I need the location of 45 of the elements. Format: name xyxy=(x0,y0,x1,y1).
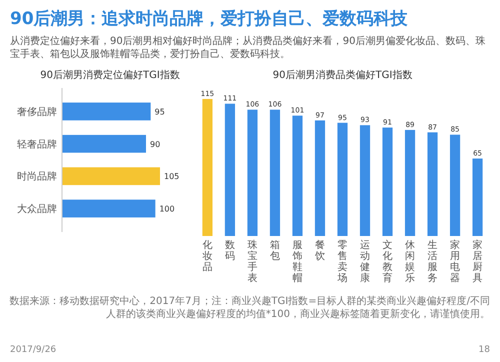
bar xyxy=(314,120,326,236)
x-tick-label: 家居厨具 xyxy=(472,239,483,284)
bar xyxy=(382,128,393,236)
bar xyxy=(404,130,416,236)
bar xyxy=(202,98,213,236)
chart-title: 90后潮男消费定位偏好TGI指数 xyxy=(40,69,180,81)
text: 从消费定位偏好来看，90后潮男相对偏好时尚品牌；从消费品类偏好来看，90后潮男偏爱化妆品、数码、珠宝手表、箱包以及服饰鞋帽等品类，爱打扮自己、爱数码科技。 xyxy=(10,35,486,60)
data-label: 100 xyxy=(159,204,175,214)
bar xyxy=(62,102,151,120)
y-tick-label: 轻奢品牌 xyxy=(17,138,57,150)
x-tick-label: 生活服务 xyxy=(428,239,438,284)
x-tick-label: 零售卖场 xyxy=(336,240,348,284)
bar xyxy=(292,116,303,236)
bar xyxy=(360,125,370,236)
x-tick-label: 服饰鞋帽 xyxy=(291,240,302,284)
x-tick-label: 文化教育 xyxy=(382,239,393,284)
bar xyxy=(450,134,460,236)
bar xyxy=(247,110,258,236)
data-label: 105 xyxy=(164,172,180,182)
bar xyxy=(427,132,438,236)
bar xyxy=(337,122,348,236)
x-tick-label: 箱包 xyxy=(270,240,280,262)
x-tick-label: 餐饮 xyxy=(314,239,325,262)
data-label: 90 xyxy=(150,140,160,149)
bar xyxy=(62,200,156,218)
bar xyxy=(62,134,146,153)
source-note: 数据来源：移动数据研究中心，2017年7月；注：商业兴趣TGI指数=目标人群的某类商业兴趣偏好程度/不同人群的该类商业兴趣偏好程度的均值*100，商业兴趣标签随着更新变化，请谨慎使用。 xyxy=(10,295,490,320)
x-tick-label: 珠宝手表 xyxy=(247,239,258,284)
x-tick-label: 休闲娱乐 xyxy=(405,240,416,284)
text: 18 xyxy=(478,345,490,355)
x-tick-label: 数码 xyxy=(224,240,235,262)
y-tick-label: 时尚品牌 xyxy=(17,170,57,183)
x-tick-label: 运动健康 xyxy=(360,239,370,284)
text: 2017/9/26 xyxy=(10,345,56,355)
x-tick-label: 家用电器 xyxy=(450,239,460,284)
data-label: 95 xyxy=(154,107,165,116)
x-tick-label: 化妆品 xyxy=(202,239,212,273)
bar xyxy=(472,158,483,236)
y-tick-label: 奢侈品牌 xyxy=(17,106,57,118)
bar xyxy=(224,104,236,236)
chart-title: 90后潮男消费品类偏好TGI指数 xyxy=(272,69,412,81)
bar xyxy=(270,110,280,236)
bar xyxy=(62,167,160,186)
y-tick-label: 大众品牌 xyxy=(17,203,57,216)
text: 90后潮男：追求时尚品牌，爱打扮自己、爱数码科技 xyxy=(10,9,409,29)
